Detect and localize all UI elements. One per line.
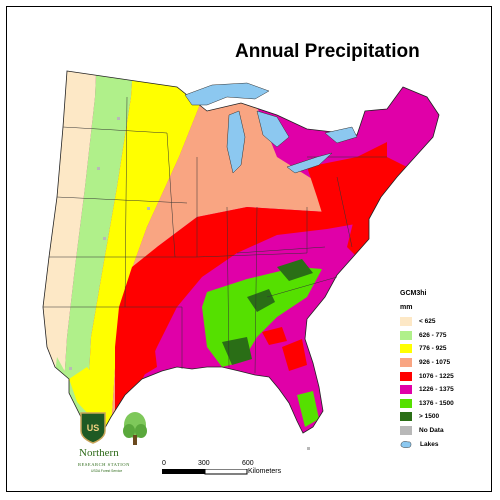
no-data-cells (69, 117, 310, 450)
legend-item: 626 - 775 (400, 329, 490, 343)
precipitation-map (42, 70, 440, 450)
legend-label: 626 - 775 (419, 331, 447, 339)
legend-label: > 1500 (419, 413, 440, 421)
state-boundaries (43, 96, 387, 374)
scale-unit: Kilometers (248, 468, 282, 475)
scale-tick-300: 300 (198, 460, 210, 467)
coastline (42, 70, 440, 436)
lake-erie (286, 152, 333, 174)
org-subtitle: RESEARCH STATION (78, 462, 130, 467)
lake-huron (256, 110, 290, 148)
great-lakes (184, 82, 358, 174)
legend-item: < 625 (400, 315, 490, 329)
org-small-text: USDA Forest Service (91, 469, 123, 473)
legend-item: No Data (400, 424, 490, 438)
lake-michigan (226, 110, 246, 174)
legend-title: GCM3hi (400, 290, 427, 297)
legend-label: No Data (419, 427, 444, 435)
map-frame: Annual Precipitation GCM3hi mm < 625 626 … (6, 6, 492, 492)
org-name: Northern (79, 447, 119, 459)
legend-label-lakes: Lakes (420, 440, 439, 448)
legend-label: 926 - 1075 (419, 359, 451, 367)
legend-items: < 625 626 - 775 776 - 925 926 - 1075 1076 - … (400, 315, 490, 437)
legend-swatch (400, 385, 412, 395)
legend-unit: mm (400, 304, 413, 311)
legend-label: 1376 - 1500 (419, 399, 454, 407)
lake-ontario (324, 126, 358, 144)
legend-swatch (400, 344, 412, 354)
legend-swatch (400, 330, 412, 340)
legend-item: 1376 - 1500 (400, 397, 490, 411)
legend-swatch (400, 398, 412, 408)
map-title: Annual Precipitation (235, 41, 420, 62)
legend-item: 776 - 925 (400, 342, 490, 356)
legend: GCM3hi mm < 625 626 - 775 776 - 925 926 - 1… (400, 290, 490, 451)
legend-label: 1076 - 1225 (419, 372, 454, 380)
scale-tick-0: 0 (162, 460, 166, 467)
legend-label: 1226 - 1375 (419, 386, 454, 394)
legend-swatch (400, 317, 412, 327)
logos: US (80, 412, 147, 445)
lake-icon (400, 440, 412, 448)
lake-superior (184, 82, 270, 106)
scale-bar-graphic (162, 469, 248, 475)
forest-service-shield-icon (80, 412, 106, 444)
scale-bar: 0 300 600 Kilometers (162, 460, 332, 482)
legend-item: 926 - 1075 (400, 356, 490, 370)
shield-text: US (87, 423, 100, 433)
legend-item: 1076 - 1225 (400, 369, 490, 383)
legend-item-lakes: Lakes (400, 437, 490, 451)
legend-label: 776 - 925 (419, 345, 447, 353)
tree-icon (123, 412, 147, 445)
scale-tick-600: 600 (242, 460, 254, 467)
legend-label: < 625 (419, 318, 436, 326)
legend-swatch (400, 412, 412, 422)
legend-swatch (400, 426, 412, 436)
legend-item: > 1500 (400, 410, 490, 424)
legend-item: 1226 - 1375 (400, 383, 490, 397)
legend-swatch (400, 371, 412, 381)
legend-swatch (400, 358, 412, 368)
